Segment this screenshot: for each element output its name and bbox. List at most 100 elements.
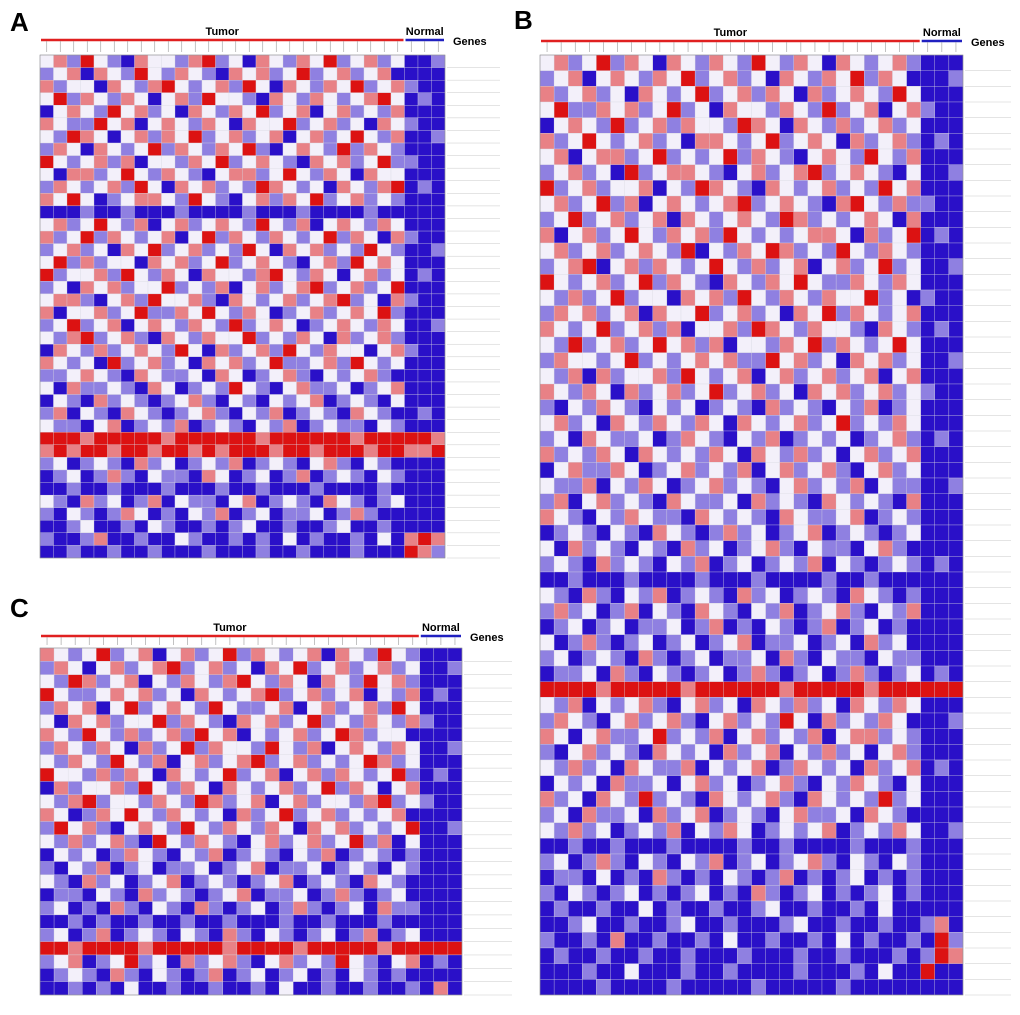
heatmap-cell	[152, 687, 167, 702]
heatmap-cell	[920, 712, 935, 729]
heatmap-cell	[138, 808, 153, 822]
heatmap-cell	[652, 148, 668, 165]
heatmap-cell	[948, 148, 964, 165]
heatmap-cell	[201, 444, 216, 458]
heatmap-cell	[350, 444, 365, 458]
heatmap-cell	[80, 256, 95, 269]
heatmap-cell	[835, 665, 851, 682]
heatmap-cell	[779, 289, 794, 306]
heatmap-cell	[349, 821, 364, 835]
heatmap-cell	[751, 383, 766, 400]
heatmap-cell	[93, 92, 108, 106]
heatmap-cell	[349, 848, 364, 862]
heatmap-cell	[269, 432, 284, 445]
heatmap-cell	[242, 168, 257, 181]
heatmap-cell	[147, 256, 162, 269]
heatmap-cell	[878, 321, 893, 338]
heatmap-cell	[242, 67, 257, 81]
heatmap-cell	[228, 444, 243, 458]
heatmap-cell	[264, 794, 280, 809]
heatmap-cell	[680, 321, 696, 338]
heatmap-cell	[652, 133, 668, 150]
heatmap-cell	[553, 963, 569, 980]
heatmap-cell	[666, 540, 682, 557]
heatmap-cell	[737, 650, 752, 667]
heatmap-cell	[134, 142, 149, 156]
heatmap-cell	[67, 781, 83, 795]
heatmap-cell	[723, 556, 738, 573]
heatmap-cell	[737, 164, 752, 181]
heatmap-cell	[948, 775, 964, 792]
heatmap-cell	[723, 524, 738, 541]
heatmap-cell	[215, 419, 230, 433]
heatmap-cell	[124, 741, 139, 755]
heatmap-cell	[161, 193, 176, 207]
heatmap-cell	[680, 963, 696, 980]
heatmap-cell	[892, 101, 907, 118]
heatmap-cell	[405, 781, 420, 795]
heatmap-cell	[906, 383, 921, 400]
heatmap-cell	[391, 941, 406, 956]
heatmap-cell	[906, 759, 921, 776]
heatmap-cell	[417, 256, 432, 269]
heatmap-cell	[349, 968, 364, 982]
heatmap-cell	[296, 180, 311, 194]
heatmap-cell	[321, 848, 336, 862]
heatmap-cell	[93, 80, 108, 93]
heatmap-cell	[363, 457, 378, 471]
heatmap-cell	[278, 701, 294, 715]
heatmap-cell	[850, 963, 865, 980]
heatmap-cell	[336, 344, 351, 357]
heatmap-cell	[349, 981, 364, 996]
heatmap-cell	[39, 754, 55, 769]
heatmap-cell	[269, 381, 284, 395]
heatmap-cell	[821, 368, 837, 385]
heatmap-cell	[638, 509, 653, 526]
heatmap-cell	[336, 306, 351, 320]
heatmap-cell	[596, 446, 611, 463]
heatmap-cell	[878, 697, 893, 714]
heatmap-cell	[39, 469, 54, 483]
heatmap-cell	[821, 947, 837, 964]
heatmap-cell	[269, 306, 284, 320]
heatmap-cell	[694, 101, 710, 118]
heatmap-cell	[793, 336, 809, 353]
heatmap-cell	[596, 399, 611, 416]
heatmap-cell	[553, 759, 569, 776]
heatmap-cell	[582, 540, 597, 557]
heatmap-cell	[553, 477, 569, 494]
heatmap-cell	[417, 381, 432, 395]
heatmap-cell	[188, 142, 203, 156]
heatmap-cell	[723, 744, 738, 761]
heatmap-cell	[638, 650, 653, 667]
heatmap-cell	[610, 164, 625, 181]
heatmap-cell	[321, 981, 336, 996]
heatmap-cell	[110, 727, 125, 742]
heatmap-cell	[350, 545, 365, 559]
heatmap-cell	[390, 67, 405, 81]
heatmap-cell	[447, 674, 463, 689]
heatmap-cell	[878, 352, 893, 369]
heatmap-cell	[920, 869, 935, 886]
heatmap-cell	[948, 258, 964, 275]
heatmap-cell	[208, 687, 224, 702]
heatmap-cell	[124, 674, 139, 689]
heatmap-cell	[821, 70, 837, 87]
heatmap-cell	[680, 101, 696, 118]
heatmap-cell	[134, 369, 149, 383]
heatmap-cell	[948, 54, 964, 71]
heatmap-cell	[39, 318, 54, 332]
heatmap-cell	[892, 462, 907, 479]
heatmap-cell	[850, 336, 865, 353]
heatmap-cell	[582, 979, 597, 996]
heatmap-cell	[66, 243, 81, 257]
heatmap-cell	[390, 356, 405, 370]
heatmap-cell	[666, 133, 682, 150]
heatmap-cell	[821, 524, 837, 541]
heatmap-cell	[417, 457, 432, 471]
heatmap-cell	[215, 494, 230, 508]
heatmap-cell	[107, 394, 122, 408]
heatmap-cell	[596, 681, 611, 698]
heatmap-cell	[751, 446, 766, 463]
heatmap-cell	[807, 853, 823, 870]
